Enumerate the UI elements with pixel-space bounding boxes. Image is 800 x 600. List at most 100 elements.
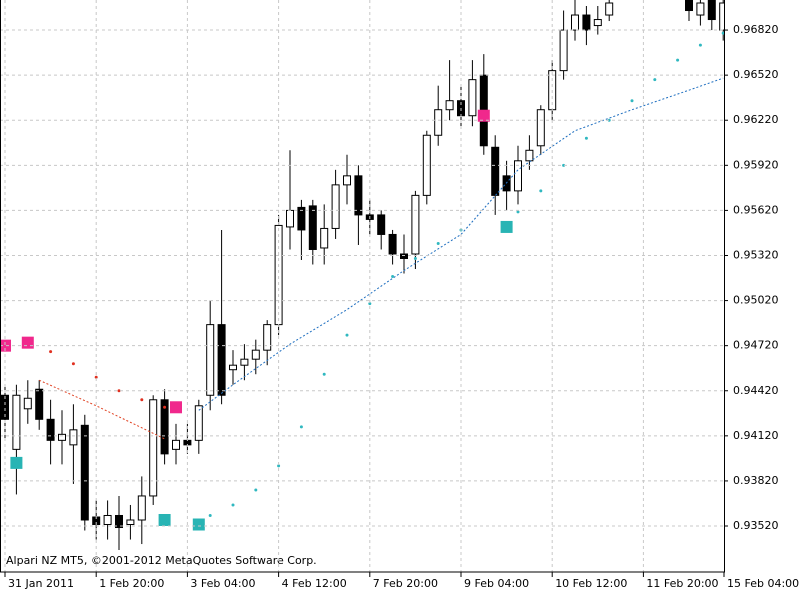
candle-body: [514, 160, 522, 192]
candle-body: [719, 2, 724, 31]
candle-body: [354, 175, 363, 216]
sar-dot: [653, 78, 657, 82]
sar-dot: [676, 58, 680, 62]
candle-body: [251, 349, 260, 360]
candle-body: [400, 253, 408, 259]
watermark: Alpari NZ MT5, ©2001-2012 MetaQuotes Sof…: [6, 554, 317, 567]
candle-body: [35, 388, 44, 420]
candle-body: [12, 394, 21, 450]
y-tick-label: 0.94420: [733, 384, 779, 397]
candle-body: [46, 418, 55, 441]
y-tick-label: 0.96220: [733, 113, 779, 126]
x-tick-label: 7 Feb 20:00: [373, 577, 438, 590]
y-tick-label: 0.93820: [733, 474, 779, 487]
candle-body: [582, 14, 591, 31]
candle-body: [559, 29, 568, 72]
candle-body: [103, 514, 112, 526]
sar-dot: [607, 118, 611, 122]
candle-body: [137, 495, 146, 521]
sar-dot: [368, 302, 372, 306]
y-tick-label: 0.95620: [733, 203, 779, 216]
candle-body: [160, 399, 169, 455]
candle-body: [707, 0, 716, 21]
sar-dot: [254, 488, 258, 492]
candle-body: [172, 439, 180, 450]
sar-dot: [584, 136, 588, 140]
candle-body: [525, 149, 534, 162]
sar-dot: [299, 425, 303, 429]
sar-dot: [208, 513, 212, 517]
x-tick-label: 11 Feb 20:00: [646, 577, 718, 590]
x-tick-label: 4 Feb 12:00: [282, 577, 347, 590]
candle-body: [80, 424, 89, 521]
sar-dot: [277, 464, 281, 468]
y-tick-label: 0.96520: [733, 68, 779, 81]
candle-body: [126, 519, 135, 526]
candle-body: [286, 209, 294, 228]
sar-dot: [413, 256, 417, 260]
candle-body: [229, 364, 237, 371]
candle-body: [69, 429, 78, 446]
signal-square: [170, 401, 182, 414]
candle-body: [593, 19, 602, 27]
sar-dot: [516, 210, 520, 214]
y-tick-label: 0.96820: [733, 23, 779, 36]
candle-body: [445, 100, 454, 111]
sar-dot: [345, 333, 349, 337]
x-tick-label: 9 Feb 04:00: [464, 577, 529, 590]
sar-dot: [436, 241, 440, 245]
signal-square: [158, 514, 171, 526]
x-tick-label: 3 Feb 04:00: [190, 577, 255, 590]
sar-dot: [49, 350, 53, 354]
candle-body: [297, 206, 306, 231]
indicator-line: [38, 379, 165, 440]
candle-body: [308, 205, 317, 250]
plot-frame: [0, 0, 725, 573]
signal-square: [192, 518, 205, 531]
sar-dot: [698, 43, 702, 47]
candle-body: [411, 194, 420, 255]
sar-dot: [117, 389, 121, 393]
signal-square: [500, 220, 513, 233]
candle-body: [206, 324, 215, 396]
y-tick-label: 0.95920: [733, 158, 779, 171]
signal-square: [10, 456, 23, 469]
candle-body: [149, 399, 158, 497]
signal-square: [0, 339, 11, 352]
sar-dot: [322, 372, 326, 376]
candle-body: [115, 514, 123, 529]
x-tick-label: 10 Feb 12:00: [555, 577, 627, 590]
candle-body: [377, 214, 386, 235]
indicator-line: [198, 77, 724, 411]
candle-body: [605, 2, 614, 16]
sar-dot: [140, 398, 144, 402]
sar-dot: [721, 31, 724, 35]
sar-dot: [94, 375, 98, 379]
candle-body: [536, 109, 545, 147]
candle-body: [194, 405, 203, 441]
candle-body: [491, 146, 500, 196]
candle-body: [23, 397, 32, 410]
candle-body: [263, 324, 272, 351]
candle-body: [217, 324, 226, 396]
y-tick-label: 0.94120: [733, 429, 779, 442]
sar-dot: [231, 503, 235, 507]
candle-body: [1, 394, 9, 420]
signal-square: [477, 109, 490, 122]
candle-body: [434, 109, 443, 136]
candle-body: [468, 79, 477, 117]
x-tick-label: 1 Feb 20:00: [99, 577, 164, 590]
sar-dot: [539, 189, 543, 193]
y-tick-label: 0.95020: [733, 294, 779, 307]
candle-body: [240, 358, 249, 366]
signal-square: [21, 336, 34, 349]
x-tick-label: 31 Jan 2011: [8, 577, 74, 590]
candle-body: [343, 175, 351, 186]
sar-dot: [630, 99, 634, 103]
candle-body: [58, 433, 66, 441]
candle-body: [685, 0, 693, 12]
sar-dot: [71, 362, 75, 366]
candle-body: [571, 14, 579, 31]
